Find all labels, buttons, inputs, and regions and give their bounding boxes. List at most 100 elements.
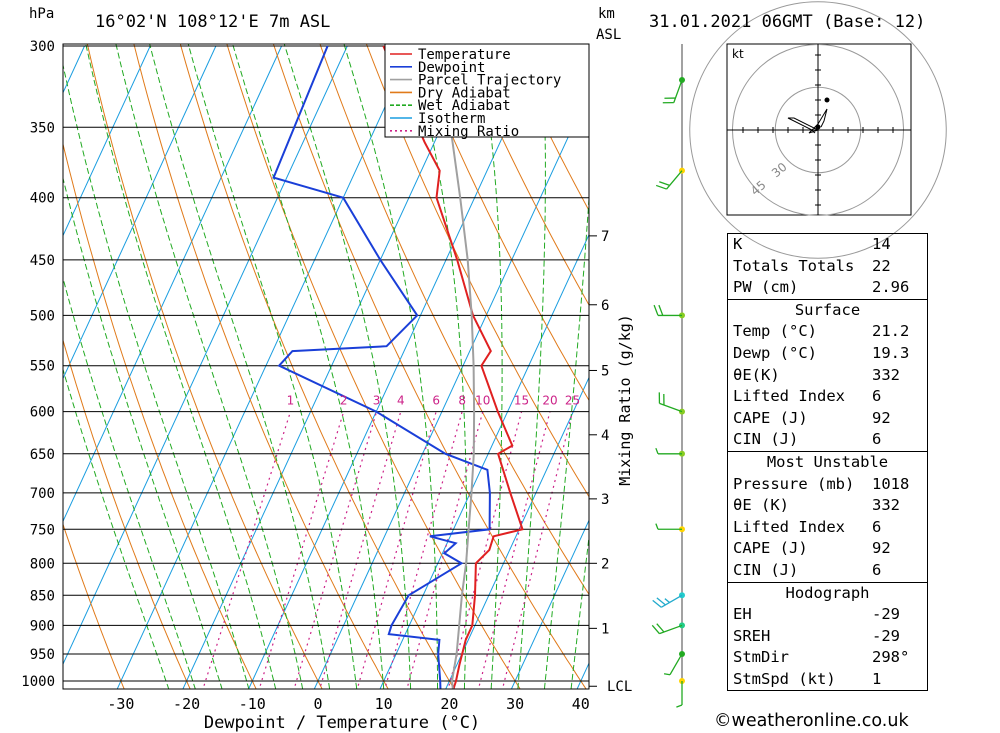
hodo-row: EH -29 bbox=[728, 604, 927, 626]
temperature-tick-label: -20 bbox=[173, 695, 200, 713]
unstable-row: Pressure (mb) 1018 bbox=[728, 474, 927, 496]
surface-row: CIN (J) 6 bbox=[728, 429, 927, 451]
wet-adiabat-line bbox=[478, 44, 503, 689]
isotherm-line bbox=[313, 90, 589, 689]
isotherm-line bbox=[116, 45, 414, 689]
pressure-tick-label: 950 bbox=[30, 647, 55, 663]
temperature-tick-label: -10 bbox=[239, 695, 266, 713]
wet-adiabat-line bbox=[115, 44, 304, 689]
hodo-value: 298° bbox=[872, 648, 910, 667]
wind-barb-staff bbox=[673, 79, 683, 103]
hodograph-unit: kt bbox=[732, 47, 744, 61]
hodograph-section: Hodograph EH -29 SREH -29 StmDir 298° StmSpd (… bbox=[728, 581, 927, 691]
wind-barb-column bbox=[651, 44, 685, 708]
legend-entry: Temperature bbox=[418, 47, 511, 63]
surface-section: Surface Temp (°C) 21.2 Dewp (°C) 19.3 θE(K) 3… bbox=[728, 298, 927, 451]
height-tick-label: 4 bbox=[601, 428, 609, 444]
pressure-tick-label: 750 bbox=[30, 522, 55, 538]
mixing-ratio-line bbox=[258, 411, 345, 689]
mixing-ratio-label: 1 bbox=[287, 394, 295, 408]
wet-adiabat-line bbox=[85, 44, 277, 689]
pressure-tick-label: 600 bbox=[30, 405, 55, 421]
unstable-value: 6 bbox=[872, 560, 882, 579]
mixing-ratio-line bbox=[406, 411, 484, 689]
temperature-tick-label: 10 bbox=[375, 695, 393, 713]
index-row: PW (cm) 2.96 bbox=[728, 277, 927, 299]
index-label: K bbox=[733, 235, 743, 253]
index-label: PW (cm) bbox=[733, 278, 799, 297]
wet-adiabat-line bbox=[517, 44, 546, 689]
surface-label: Dewp (°C) bbox=[733, 343, 817, 362]
isotherm-line bbox=[63, 45, 85, 94]
credit-link[interactable]: ©weatheronline.co.uk bbox=[714, 711, 909, 731]
wind-barb-staff bbox=[666, 170, 683, 190]
surface-row: Dewp (°C) 19.3 bbox=[728, 343, 927, 365]
temperature-tick-label: 30 bbox=[506, 695, 524, 713]
isotherm-line bbox=[63, 45, 348, 666]
pressure-unit: hPa bbox=[29, 6, 55, 22]
pressure-tick-label: 850 bbox=[30, 588, 55, 604]
mixing-ratio-label: 10 bbox=[475, 394, 490, 408]
surface-label: CAPE (J) bbox=[733, 408, 808, 427]
dewpoint-profile bbox=[272, 45, 491, 689]
datetime-title: 31.01.2021 06GMT (Base: 12) bbox=[649, 12, 926, 32]
wind-barb-flag bbox=[655, 184, 667, 190]
dry-adiabat-line bbox=[412, 44, 589, 402]
wind-barb-flag bbox=[651, 624, 660, 635]
temperature-tick-label: 40 bbox=[572, 695, 590, 713]
mixing-ratio-line bbox=[293, 411, 378, 689]
dry-adiabat-line bbox=[133, 44, 389, 689]
dry-adiabat-line bbox=[63, 522, 125, 689]
legend-entry: Dry Adiabat bbox=[418, 85, 511, 101]
dry-adiabat-line bbox=[63, 338, 191, 689]
wind-barb-staff bbox=[660, 594, 683, 608]
mixing-ratio-line bbox=[447, 411, 523, 689]
isotherm-line bbox=[445, 376, 589, 689]
mixing-ratio-label: 6 bbox=[432, 394, 440, 408]
surface-value: 19.3 bbox=[872, 343, 910, 362]
surface-value: 6 bbox=[872, 387, 882, 406]
wet-adiabat-line bbox=[187, 44, 358, 689]
surface-title: Surface bbox=[794, 300, 861, 319]
legend-box bbox=[384, 43, 590, 138]
most-unstable-title: Most Unstable bbox=[766, 452, 889, 471]
surface-row: Temp (°C) 21.2 bbox=[728, 321, 927, 343]
surface-row: θE(K) 332 bbox=[728, 365, 927, 387]
pressure-tick-label: 800 bbox=[30, 556, 55, 572]
unstable-label: Lifted Index bbox=[733, 517, 845, 536]
mixing-ratio-axis-title: Mixing Ratio (g/kg) bbox=[616, 314, 634, 486]
surface-label: Lifted Index bbox=[733, 387, 845, 406]
parcel-trajectory bbox=[427, 62, 476, 689]
mixing-ratio-label: 3 bbox=[373, 394, 381, 408]
mixing-ratio-label: 20 bbox=[542, 394, 557, 408]
indices-section: K 14 Totals Totals 22 PW (cm) 2.96 bbox=[728, 234, 927, 299]
pressure-tick-label: 700 bbox=[30, 486, 55, 502]
surface-value: 332 bbox=[872, 365, 900, 384]
hodo-value: -29 bbox=[872, 626, 900, 645]
most-unstable-section: Most Unstable Pressure (mb) 1018 θE (K) 332… bbox=[728, 450, 927, 582]
pressure-tick-label: 450 bbox=[30, 253, 55, 269]
stability-table: K 14 Totals Totals 22 PW (cm) 2.96 Surface Te… bbox=[727, 233, 928, 692]
wind-barb-staff bbox=[659, 624, 683, 635]
surface-row: CAPE (J) 92 bbox=[728, 408, 927, 430]
wind-barb-flag bbox=[658, 304, 664, 316]
temperature-tick-label: 20 bbox=[440, 695, 458, 713]
index-label: Totals Totals bbox=[733, 256, 855, 275]
wind-barb-flag bbox=[659, 181, 670, 186]
wet-adiabat-line bbox=[543, 191, 589, 689]
mixing-ratio-line bbox=[356, 411, 437, 689]
isotherm-line bbox=[379, 233, 589, 689]
height-tick-label: 3 bbox=[601, 492, 609, 508]
hodo-row: SREH -29 bbox=[728, 626, 927, 648]
index-value: 22 bbox=[872, 256, 891, 275]
dry-adiabat-line bbox=[960, 28, 1000, 707]
height-tick-label: 2 bbox=[601, 556, 609, 572]
hodo-label: StmSpd (kt) bbox=[733, 669, 836, 688]
legend-entry: Parcel Trajectory bbox=[418, 73, 561, 89]
surface-row: Lifted Index 6 bbox=[728, 386, 927, 408]
index-row: Totals Totals 22 bbox=[728, 256, 927, 278]
wind-barb-flag bbox=[656, 597, 666, 606]
hodograph-title: Hodograph bbox=[785, 583, 870, 602]
